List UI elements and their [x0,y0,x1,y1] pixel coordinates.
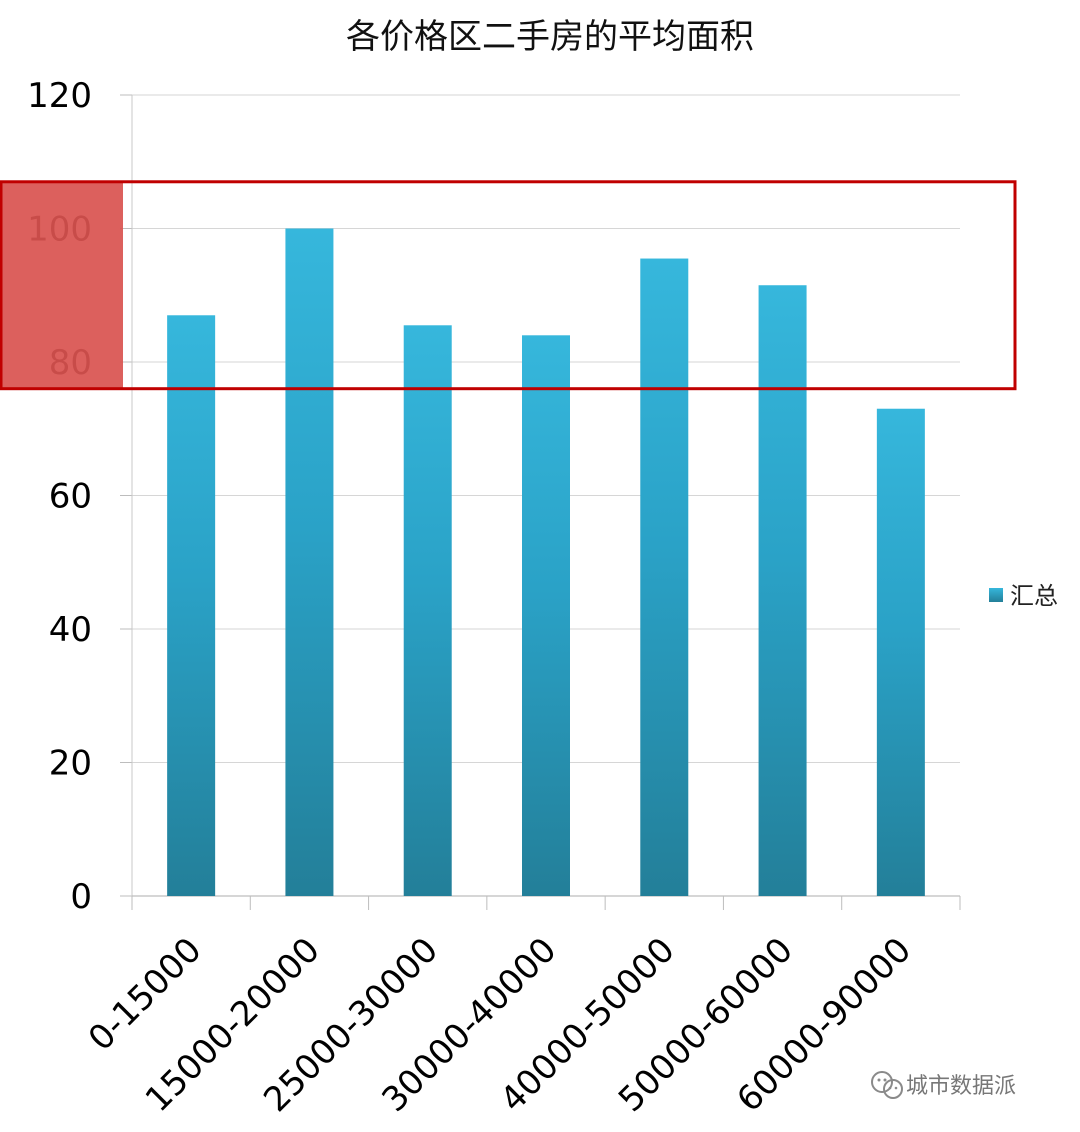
wechat-icon [871,1071,903,1099]
highlight-region [0,180,1017,391]
legend-label: 汇总 [1010,582,1058,610]
bar [758,285,807,896]
bar [876,408,925,896]
y-tick-label: 60 [49,477,92,517]
bar [403,325,452,897]
bar [285,228,334,896]
highlight-fill [0,181,123,389]
y-tick-label: 20 [49,744,92,784]
x-axis-labels: 0-1500015000-2000025000-3000030000-40000… [81,930,919,1120]
legend: 汇总 [989,582,1058,610]
y-tick-label: 0 [70,877,92,917]
highlight-box [0,180,1017,391]
bar [167,315,216,896]
bar [522,335,570,896]
y-tick-label: 120 [27,76,92,116]
y-tick-label: 40 [49,610,92,650]
bar [640,258,689,897]
chart-title: 各价格区二手房的平均面积 [346,17,754,57]
watermark: 城市数据派 [871,1071,1016,1099]
legend-swatch [989,588,1003,602]
watermark-text: 城市数据派 [906,1074,1016,1099]
bars [167,228,925,897]
